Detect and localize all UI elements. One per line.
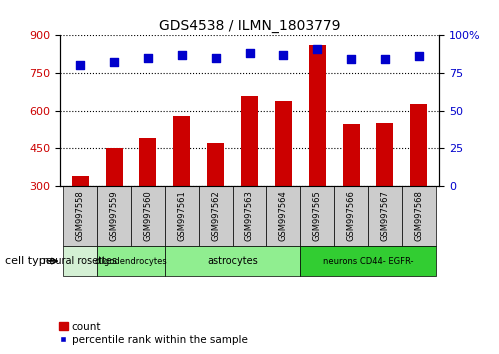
Title: GDS4538 / ILMN_1803779: GDS4538 / ILMN_1803779 — [159, 19, 340, 33]
Bar — [376, 123, 393, 186]
Bar — [207, 143, 224, 186]
Text: GSM997562: GSM997562 — [211, 190, 220, 241]
Text: neural rosettes: neural rosettes — [43, 256, 117, 266]
Point — [246, 51, 253, 56]
Point — [381, 57, 389, 62]
Legend: count, percentile rank within the sample: count, percentile rank within the sample — [55, 317, 252, 349]
Bar — [343, 124, 360, 186]
Bar — [97, 246, 165, 276]
Bar — [106, 148, 123, 186]
Point — [415, 53, 423, 59]
Text: astrocytes: astrocytes — [207, 256, 258, 266]
Point — [144, 55, 152, 61]
Bar — [334, 186, 368, 246]
Bar — [63, 246, 97, 276]
Text: GSM997563: GSM997563 — [245, 190, 254, 241]
Bar — [72, 176, 89, 186]
Bar — [165, 186, 199, 246]
Bar — [300, 186, 334, 246]
Text: cell type: cell type — [5, 256, 52, 266]
Text: GSM997564: GSM997564 — [279, 190, 288, 241]
Bar — [139, 138, 156, 186]
Text: GSM997558: GSM997558 — [76, 190, 85, 241]
Point — [178, 52, 186, 58]
Bar — [309, 45, 326, 186]
Bar — [275, 101, 292, 186]
Bar — [165, 246, 300, 276]
Text: oligodendrocytes: oligodendrocytes — [95, 257, 167, 266]
Text: GSM997567: GSM997567 — [380, 190, 389, 241]
Bar — [300, 246, 436, 276]
Bar — [199, 186, 233, 246]
Text: neurons CD44- EGFR-: neurons CD44- EGFR- — [323, 257, 413, 266]
Text: GSM997559: GSM997559 — [110, 190, 119, 241]
Bar — [63, 186, 97, 246]
Text: GSM997560: GSM997560 — [143, 190, 152, 241]
Point — [347, 57, 355, 62]
Bar — [97, 186, 131, 246]
Point — [76, 63, 84, 68]
Point — [313, 46, 321, 52]
Point — [279, 52, 287, 58]
Bar — [368, 186, 402, 246]
Text: GSM997568: GSM997568 — [414, 190, 423, 241]
Bar — [173, 116, 190, 186]
Bar — [233, 186, 266, 246]
Bar — [410, 104, 427, 186]
Point — [110, 59, 118, 65]
Text: GSM997566: GSM997566 — [347, 190, 356, 241]
Bar — [241, 96, 258, 186]
Point — [212, 55, 220, 61]
Bar — [402, 186, 436, 246]
Text: GSM997565: GSM997565 — [313, 190, 322, 241]
Text: GSM997561: GSM997561 — [177, 190, 186, 241]
Bar — [266, 186, 300, 246]
Bar — [131, 186, 165, 246]
